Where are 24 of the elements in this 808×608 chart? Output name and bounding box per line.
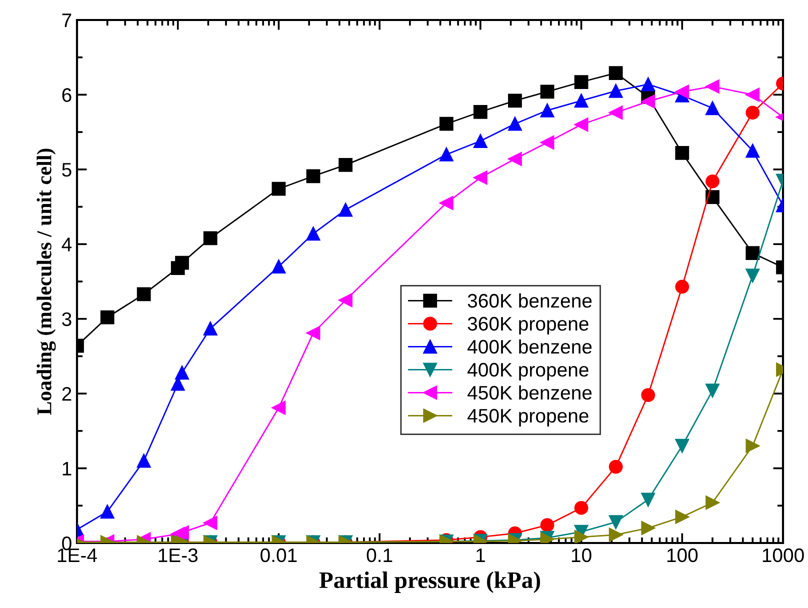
y-tick-label: 5 (62, 163, 72, 177)
legend-label: 450K benzene (468, 385, 592, 400)
x-tick-label: 1000 (762, 548, 804, 562)
legend-label: 400K propene (468, 362, 588, 381)
x-tick-label: 1E-3 (158, 548, 198, 562)
y-tick-label: 4 (62, 238, 72, 252)
legend-label: 400K benzene (468, 339, 592, 354)
y-tick-label: 6 (62, 88, 72, 102)
x-tick-label: 0.1 (366, 548, 392, 562)
y-tick-label: 0 (62, 536, 72, 550)
x-tick-label: 1E-4 (58, 548, 97, 562)
legend-label: 360K benzene (468, 293, 592, 308)
legend-label: 360K propene (468, 316, 588, 335)
x-axis-title: Partial pressure (kPa) (319, 572, 540, 593)
x-tick-label: 1 (476, 548, 485, 562)
y-tick-label: 1 (62, 462, 72, 476)
y-tick-label: 3 (62, 312, 72, 326)
x-tick-label: 10 (572, 548, 592, 562)
x-tick-label: 0.01 (260, 548, 297, 562)
x-tick-label: 100 (667, 548, 698, 562)
y-tick-label: 7 (62, 14, 72, 28)
y-tick-label: 2 (62, 387, 72, 401)
legend-label: 450K propene (468, 408, 588, 426)
y-axis-title: Loading (molecules / unit cell) (36, 148, 56, 415)
